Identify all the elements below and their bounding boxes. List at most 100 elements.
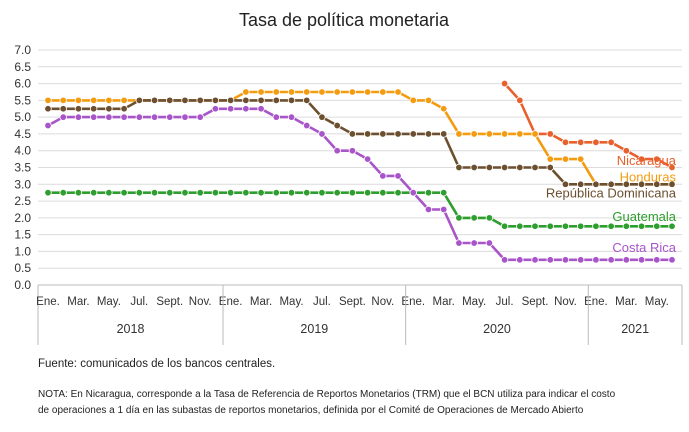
data-point (242, 188, 250, 197)
data-point (44, 188, 52, 197)
data-point (181, 113, 189, 121)
data-point (348, 88, 357, 96)
data-point (74, 105, 83, 113)
x-tick-label: Ene. (584, 296, 608, 308)
data-point (531, 256, 539, 264)
data-point (257, 105, 265, 113)
data-point (303, 96, 311, 105)
data-point (653, 180, 661, 188)
data-point (516, 130, 524, 138)
data-point (333, 88, 341, 96)
data-point (424, 130, 433, 138)
data-point (379, 172, 387, 180)
data-point (226, 105, 235, 113)
data-point (668, 163, 676, 172)
y-tick-label: 1.0 (14, 244, 31, 258)
x-tick-label: May. (279, 296, 303, 308)
data-point (348, 188, 357, 197)
data-point (637, 180, 646, 188)
data-point (105, 105, 113, 113)
data-point (500, 163, 509, 172)
data-point (135, 188, 144, 197)
data-point (74, 188, 83, 197)
x-tick-label: May. (97, 296, 121, 308)
data-point (668, 222, 676, 230)
data-point (318, 130, 326, 138)
data-point (89, 188, 98, 197)
data-point (394, 88, 402, 96)
y-tick-label: 4.0 (14, 144, 31, 158)
data-point (44, 105, 52, 113)
data-point (242, 105, 250, 113)
data-point (44, 96, 52, 105)
data-point (561, 256, 570, 264)
data-point (500, 130, 509, 138)
data-point (592, 256, 600, 264)
data-point (409, 96, 417, 105)
data-point (120, 113, 128, 121)
data-point (166, 188, 174, 197)
y-tick-label: 6.0 (14, 77, 31, 91)
data-point (546, 222, 554, 230)
data-point (576, 138, 585, 147)
data-point (440, 130, 448, 138)
data-point (150, 188, 159, 197)
y-tick-label: 2.0 (14, 211, 31, 225)
data-point (653, 222, 661, 230)
data-point (135, 96, 144, 105)
data-point (576, 155, 585, 163)
y-tick-label: 2.5 (14, 194, 31, 208)
data-point (622, 180, 631, 188)
data-point (196, 188, 204, 197)
data-point (318, 88, 326, 96)
data-point (196, 113, 204, 121)
data-point (440, 205, 448, 214)
data-point (272, 113, 280, 121)
series-label: Guatemala (612, 209, 676, 224)
source-note: Fuente: comunicados de los bancos centra… (38, 358, 276, 370)
data-point (622, 256, 631, 264)
y-tick-label: 3.0 (14, 177, 31, 191)
data-point (272, 96, 280, 105)
x-tick-label: Sept. (339, 296, 366, 308)
year-label: 2020 (483, 322, 511, 336)
data-point (440, 188, 448, 197)
data-point (455, 130, 463, 138)
y-tick-label: 4.5 (14, 127, 31, 141)
data-point (485, 239, 494, 247)
data-point (303, 88, 311, 96)
data-point (120, 188, 128, 197)
x-tick-label: Nov. (554, 296, 577, 308)
data-point (379, 188, 387, 197)
data-point (409, 188, 417, 197)
data-point (455, 163, 463, 172)
y-tick-label: 5.5 (14, 93, 31, 107)
data-point (516, 256, 524, 264)
chart-title: Tasa de política monetaria (239, 10, 450, 30)
y-tick-label: 6.5 (14, 60, 31, 74)
data-point (607, 138, 615, 147)
x-tick-label: Mar. (67, 296, 89, 308)
data-point (531, 163, 539, 172)
data-point (211, 188, 220, 197)
y-tick-label: 0.0 (14, 278, 31, 292)
y-tick-label: 1.5 (14, 228, 31, 242)
series-label: República Dominicana (546, 186, 677, 201)
data-point (105, 188, 113, 197)
data-point (394, 188, 402, 197)
data-point (561, 180, 570, 188)
data-point (287, 96, 296, 105)
data-point (607, 180, 615, 188)
data-point (470, 214, 478, 222)
data-point (318, 113, 326, 121)
data-point (74, 96, 83, 105)
data-point (500, 256, 509, 264)
data-point (166, 113, 174, 121)
data-point (576, 256, 585, 264)
data-point (592, 222, 600, 230)
data-point (363, 188, 372, 197)
data-point (485, 214, 494, 222)
y-axis: 0.0 0.5 1.0 1.5 2.0 2.5 3.0 3.5 4.0 4.5 5.0 5.5 6.0 6… (14, 43, 31, 292)
x-tick-label: Ene. (219, 296, 243, 308)
data-point (424, 96, 433, 105)
